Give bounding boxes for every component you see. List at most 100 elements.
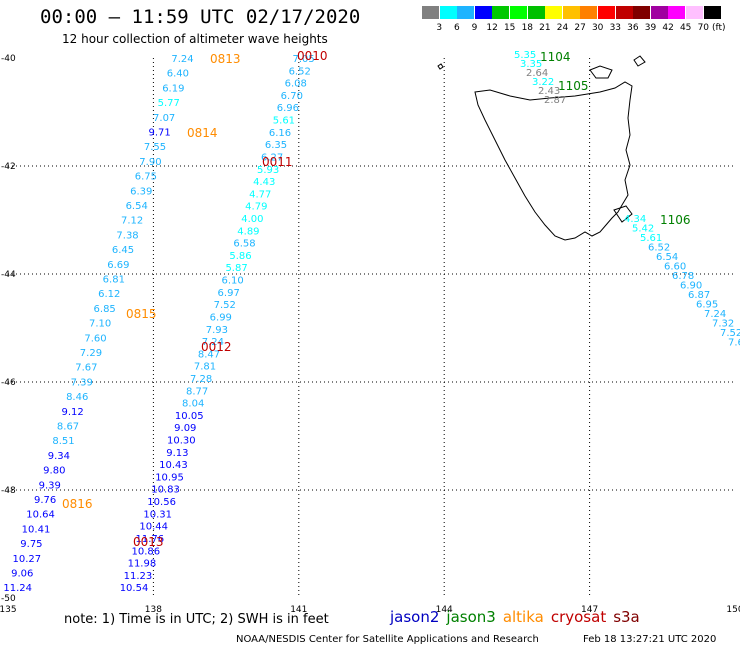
wave-height-label: 7.29 xyxy=(80,348,102,359)
wave-height-label: 9.06 xyxy=(11,569,33,580)
colorbar-label: 42 xyxy=(662,23,674,33)
pass-time-label: 0814 xyxy=(187,126,218,140)
wave-height-label: 6.54 xyxy=(126,201,148,212)
wave-height-label: 7.07 xyxy=(153,113,175,124)
wave-height-label: 7.60 xyxy=(84,333,106,344)
wave-height-label: 10.54 xyxy=(120,583,149,594)
wave-height-label: 10.64 xyxy=(26,510,55,521)
footer-note: note: 1) Time is in UTC; 2) SWH is in fe… xyxy=(64,612,329,627)
wave-height-label: 7.05 xyxy=(293,54,315,65)
wave-height-label: 4.77 xyxy=(249,189,271,200)
wave-height-label: 11.24 xyxy=(3,583,32,594)
wave-height-label: 6.75 xyxy=(135,172,157,183)
wave-height-label: 9.39 xyxy=(39,480,61,491)
longitude-tick-label: 138 xyxy=(145,605,162,615)
wave-height-label: 7.93 xyxy=(206,325,228,336)
satellite-legend-s3a: s3a xyxy=(613,608,640,626)
satellite-legend-jason3: jason3 xyxy=(446,608,496,626)
wave-height-label: 6.12 xyxy=(98,289,120,300)
wave-height-label: 8.77 xyxy=(186,386,208,397)
wave-height-label: 5.61 xyxy=(640,233,662,244)
colorbar-unit: (ft) xyxy=(712,23,726,33)
wave-height-label: 7.39 xyxy=(71,377,93,388)
wave-height-label: 11.23 xyxy=(124,571,153,582)
colorbar-label: 36 xyxy=(627,23,639,33)
wave-height-label: 8.47 xyxy=(198,349,220,360)
pass-time-label: 0013 xyxy=(133,535,164,549)
colorbar-swatch xyxy=(527,6,545,19)
satellite-legend-altika: altika xyxy=(502,608,544,626)
wave-height-label: 6.39 xyxy=(130,186,152,197)
wave-height-label: 2.87 xyxy=(544,95,566,106)
wave-height-label: 6.52 xyxy=(648,243,670,254)
wave-height-label: 3.22 xyxy=(532,77,554,88)
wave-height-label: 10.05 xyxy=(175,411,204,422)
wave-height-label: 6.81 xyxy=(103,275,125,286)
wave-height-label: 7.52 xyxy=(214,300,236,311)
wave-height-label: 9.09 xyxy=(174,423,196,434)
wave-height-label: 8.04 xyxy=(182,399,204,410)
wave-height-label: 7.32 xyxy=(712,319,734,330)
longitude-tick-label: 150 xyxy=(726,605,740,615)
wave-height-label: 6.52 xyxy=(289,66,311,77)
wave-height-label: 7.52 xyxy=(720,328,740,339)
satellite-legend: jason2 jason3 altika cryosat s3a xyxy=(390,608,647,626)
wave-height-label: 10.31 xyxy=(143,509,172,520)
pass-time-label: 0815 xyxy=(126,307,157,321)
axis-tick-labels: 135 138 141 144 147 150 -40 -42 -44 -46 -48 -50 xyxy=(0,54,740,615)
colorbar-label: 24 xyxy=(556,23,569,33)
wave-height-label: 7.28 xyxy=(190,374,212,385)
wave-height-label: 2.64 xyxy=(526,68,548,79)
lat-lon-grid xyxy=(8,58,735,598)
wave-height-label: 9.75 xyxy=(20,539,42,550)
wave-height-label: 9.71 xyxy=(148,128,170,139)
colorbar-swatch xyxy=(562,6,580,19)
wave-height-label: 5.87 xyxy=(225,263,247,274)
wave-height-label: 6.78 xyxy=(672,271,694,282)
colorbar-label: 6 xyxy=(454,23,460,33)
wave-height-label: 5.61 xyxy=(273,116,295,127)
latitude-tick-label: -48 xyxy=(1,486,16,496)
wave-height-label: 6.95 xyxy=(696,300,718,311)
pass-time-label: 0816 xyxy=(62,497,93,511)
wave-height-label: 4.43 xyxy=(253,177,275,188)
island-outline xyxy=(633,55,646,67)
wave-height-label: 6.85 xyxy=(94,304,116,315)
colorbar-label: 39 xyxy=(644,23,657,33)
wave-height-label: 6.35 xyxy=(265,140,287,151)
colorbar-label: 70 xyxy=(697,23,710,33)
wave-height-label: 7.24 xyxy=(171,54,193,65)
wave-height-label: 6.60 xyxy=(664,262,686,273)
wave-height-label: 6.97 xyxy=(218,288,240,299)
colorbar-swatch xyxy=(668,6,686,19)
wave-height-label: 5.35 xyxy=(514,50,536,61)
wave-height-label: 11.76 xyxy=(135,534,164,545)
colorbar-swatch xyxy=(492,6,510,19)
wave-height-label: 10.43 xyxy=(159,460,188,471)
colorbar-label: 33 xyxy=(609,23,622,33)
pass-time-label: 0012 xyxy=(201,340,232,354)
map-subtitle: 12 hour collection of altimeter wave hei… xyxy=(62,32,328,46)
wave-height-label: 10.41 xyxy=(22,524,51,535)
wave-height-label: 8.46 xyxy=(66,392,88,403)
generated-timestamp: Feb 18 13:27:21 UTC 2020 xyxy=(583,634,717,645)
longitude-tick-label: 144 xyxy=(436,605,453,615)
wave-height-label: 7.81 xyxy=(194,362,216,373)
wave-height-label: 6.69 xyxy=(107,260,129,271)
colorbar-swatch xyxy=(615,6,633,19)
wave-height-label: 6.19 xyxy=(162,83,184,94)
colorbar-swatch xyxy=(703,6,721,19)
wave-height-label: 3.35 xyxy=(520,59,542,70)
wave-height-label: 10.27 xyxy=(13,554,42,565)
pass-time-label: 1105 xyxy=(558,79,589,93)
wave-height-label: 5.86 xyxy=(229,251,251,262)
wave-height-label: 2.43 xyxy=(538,86,560,97)
longitude-tick-label: 141 xyxy=(290,605,307,615)
colorbar-swatch xyxy=(598,6,615,19)
latitude-tick-label: -50 xyxy=(1,594,16,604)
wave-height-label: 7.24 xyxy=(704,309,726,320)
wave-height-label: 9.34 xyxy=(48,451,70,462)
credit-text: NOAA/NESDIS Center for Satellite Applica… xyxy=(236,634,539,645)
colorbar-swatch xyxy=(474,6,492,19)
